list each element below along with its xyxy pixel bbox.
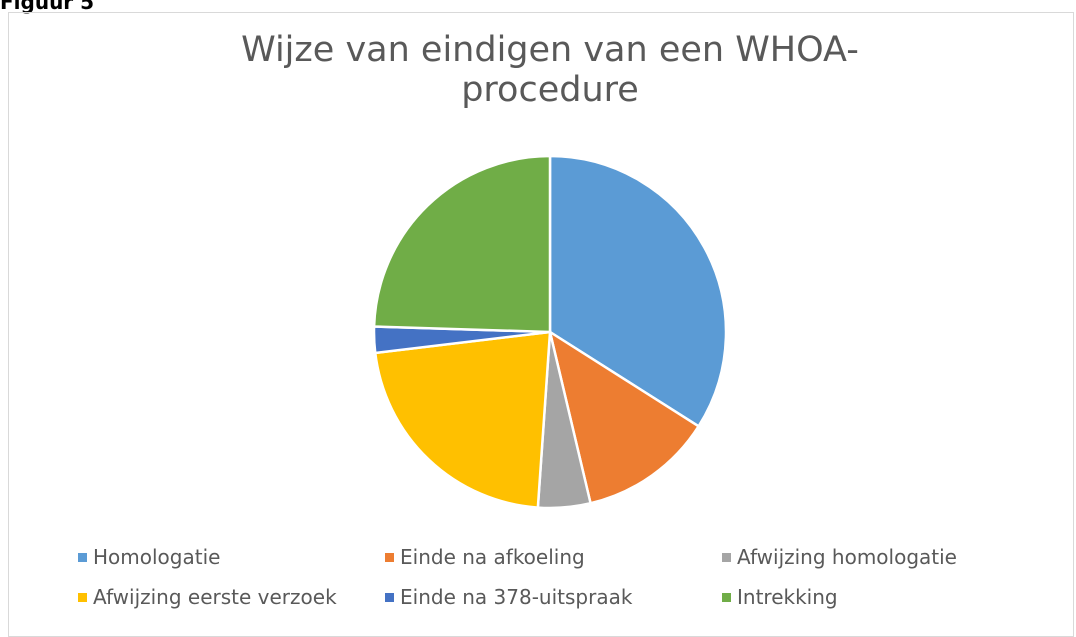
legend-item: Einde na afkoeling — [385, 545, 722, 569]
legend-item: Afwijzing homologatie — [722, 545, 1062, 569]
legend-swatch — [78, 592, 87, 602]
legend-item: Homologatie — [78, 545, 385, 569]
legend-label: Homologatie — [93, 545, 221, 569]
legend-item: Afwijzing eerste verzoek — [78, 585, 385, 609]
pie-slice — [548, 329, 701, 505]
legend-swatch — [385, 552, 394, 562]
legend-item: Einde na 378-uitspraak — [385, 585, 722, 609]
legend: Homologatie Einde na afkoeling Afwijzing h… — [78, 545, 1068, 609]
legend-label: Afwijzing eerste verzoek — [93, 585, 337, 609]
legend-label: Einde na 378-uitspraak — [400, 585, 633, 609]
legend-swatch — [78, 552, 87, 562]
legend-item: Intrekking — [722, 585, 1062, 609]
legend-label: Intrekking — [737, 585, 838, 609]
chart-title: Wijze van eindigen van een WHOA-procedur… — [241, 30, 859, 110]
legend-label: Afwijzing homologatie — [737, 545, 957, 569]
figure-heading: Figuur 5 — [0, 0, 95, 14]
legend-swatch — [722, 592, 731, 602]
legend-swatch — [722, 552, 731, 562]
pie-slice — [372, 154, 552, 334]
legend-label: Einde na afkoeling — [400, 545, 585, 569]
legend-swatch — [385, 592, 394, 602]
pie-slice — [373, 330, 552, 509]
